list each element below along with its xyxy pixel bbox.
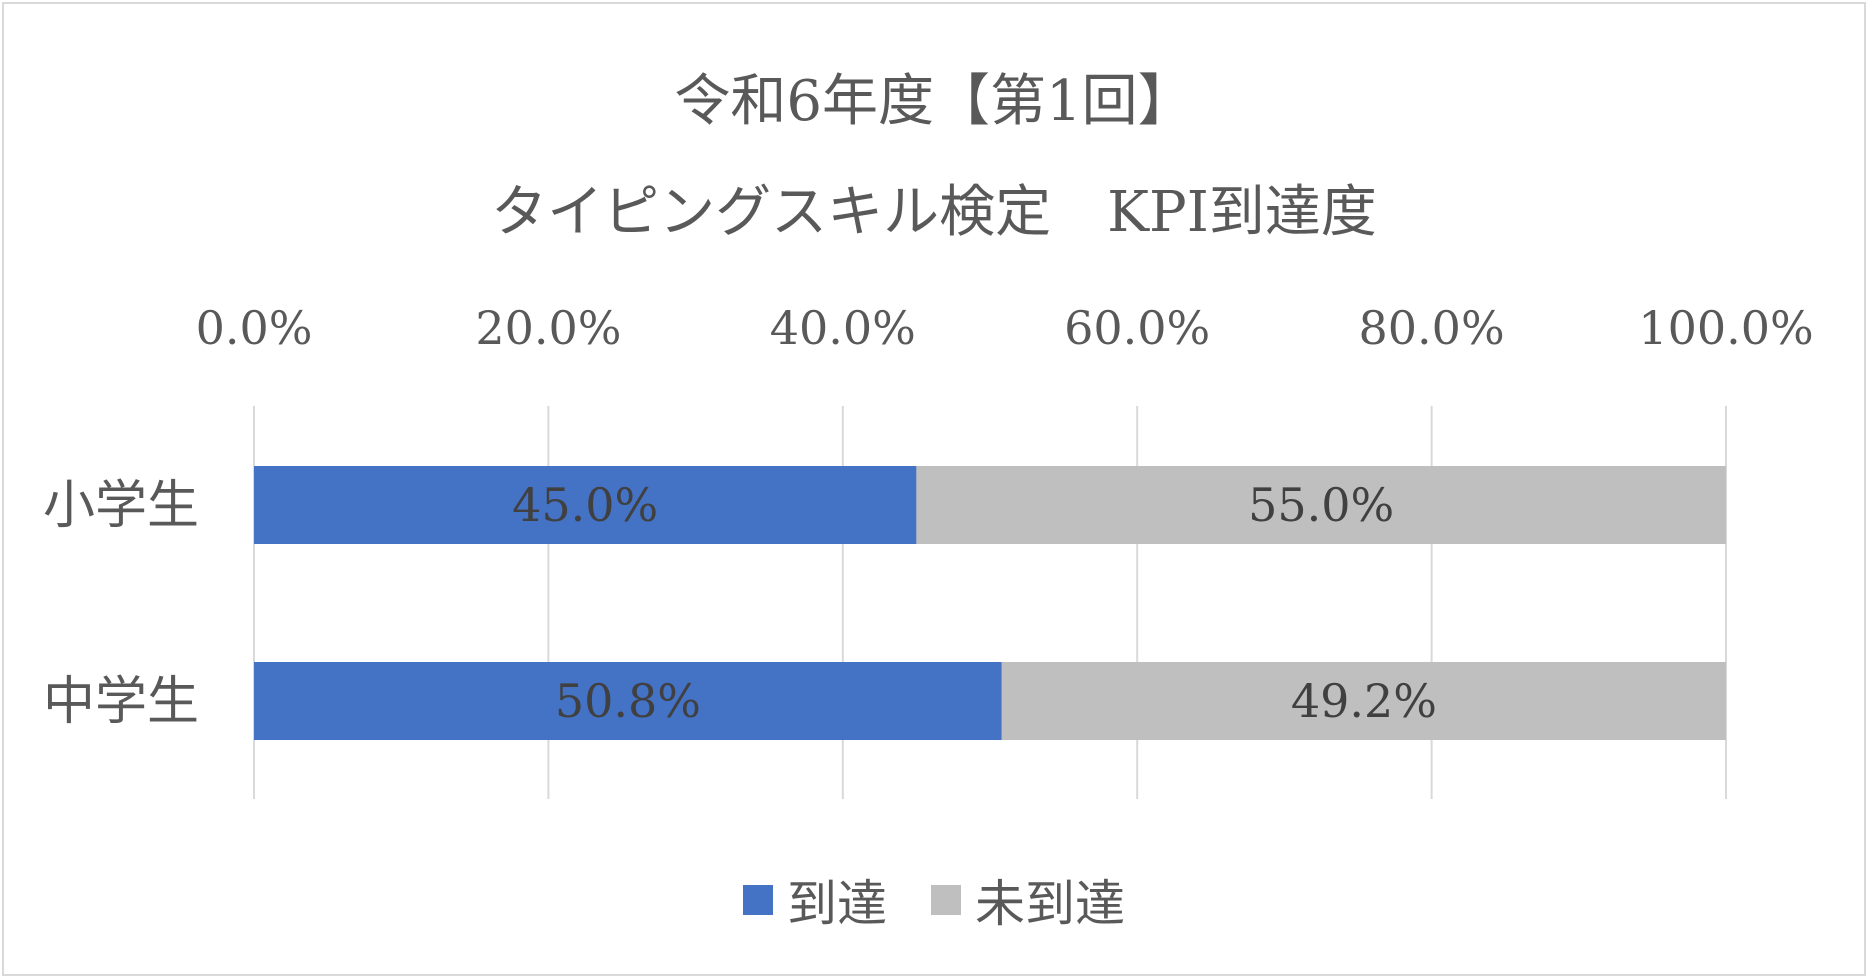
bar-not-reached-1 [1001, 662, 1726, 740]
data-label-not-reached-0: 55.0% [1248, 478, 1394, 532]
data-label-reached-0: 45.0% [512, 478, 658, 532]
bar-reached-1 [254, 662, 1002, 740]
x-tick-label-4: 80.0% [1359, 301, 1505, 355]
x-tick-label-5: 100.0% [1638, 301, 1813, 355]
x-tick-label-0: 0.0% [196, 301, 313, 355]
legend-item-not-reached: 未到達 [931, 864, 1125, 936]
legend-swatch-not-reached [931, 885, 961, 915]
chart-title-line-1: 令和6年度【第1回】 [674, 69, 1194, 134]
category-label-1: 中学生 [43, 672, 199, 732]
category-label-0: 小学生 [43, 476, 199, 536]
bar-not-reached-0 [916, 466, 1726, 544]
legend: 到達 未到達 [4, 864, 1864, 936]
legend-item-reached: 到達 [743, 864, 887, 936]
plot-area: 0.0% 20.0% 40.0% 60.0% 80.0% 100.0% 45.0% 55.0%… [43, 301, 1814, 799]
x-tick-label-2: 40.0% [770, 301, 916, 355]
x-tick-label-3: 60.0% [1064, 301, 1210, 355]
data-label-not-reached-1: 49.2% [1291, 674, 1437, 728]
data-label-reached-1: 50.8% [555, 674, 701, 728]
bar-reached-0 [254, 466, 917, 544]
legend-label-reached: 到達 [787, 875, 887, 933]
x-tick-label-1: 20.0% [475, 301, 621, 355]
chart-title-line-2: タイピングスキル検定 KPI到達度 [491, 180, 1377, 245]
legend-label-not-reached: 未到達 [975, 875, 1125, 933]
legend-swatch-reached [743, 885, 773, 915]
